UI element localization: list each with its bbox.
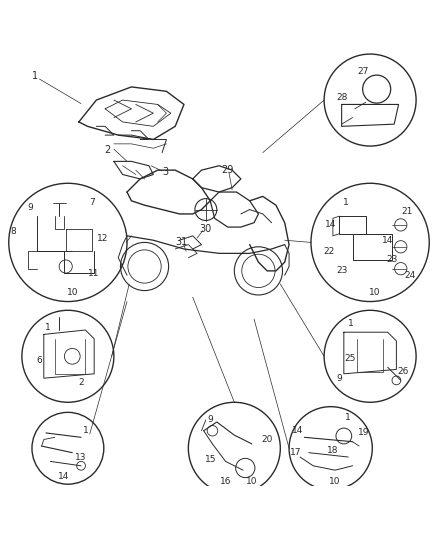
Text: 12: 12	[97, 233, 109, 243]
Text: 19: 19	[358, 429, 369, 438]
Text: 21: 21	[402, 207, 413, 216]
Text: 10: 10	[246, 477, 258, 486]
Text: 16: 16	[220, 477, 231, 486]
Text: 7: 7	[89, 198, 95, 207]
Text: 27: 27	[358, 67, 369, 76]
Text: 2: 2	[104, 146, 110, 156]
Text: 20: 20	[261, 435, 273, 444]
Text: 28: 28	[336, 93, 347, 102]
Text: 11: 11	[88, 269, 100, 278]
Text: 1: 1	[82, 426, 88, 435]
Text: 3: 3	[162, 167, 169, 177]
Text: 8: 8	[10, 227, 16, 236]
Text: 1: 1	[345, 413, 351, 422]
Text: 14: 14	[382, 236, 393, 245]
Text: 31: 31	[176, 237, 188, 247]
Text: 14: 14	[292, 426, 304, 435]
Text: 14: 14	[325, 220, 336, 229]
Text: 29: 29	[222, 165, 234, 175]
Text: 25: 25	[345, 354, 356, 363]
Text: 10: 10	[369, 288, 380, 297]
Text: 24: 24	[404, 271, 415, 280]
Text: 23: 23	[386, 255, 398, 264]
Text: 1: 1	[343, 198, 349, 207]
Text: 15: 15	[205, 455, 216, 464]
Text: 17: 17	[290, 448, 301, 457]
Text: 1: 1	[45, 324, 51, 332]
Text: 1: 1	[32, 71, 38, 81]
Text: 1: 1	[347, 319, 353, 328]
Text: 6: 6	[36, 356, 42, 365]
Text: 9: 9	[336, 374, 343, 383]
Text: 30: 30	[200, 224, 212, 235]
Text: 22: 22	[323, 247, 334, 256]
Text: 23: 23	[336, 266, 347, 276]
Text: 26: 26	[397, 367, 409, 376]
Text: 10: 10	[329, 477, 341, 486]
Text: 13: 13	[75, 453, 87, 462]
Text: 18: 18	[327, 446, 339, 455]
Text: 9: 9	[207, 415, 213, 424]
Text: 14: 14	[58, 472, 69, 481]
Text: 9: 9	[28, 203, 34, 212]
Text: 2: 2	[78, 378, 84, 387]
Text: 10: 10	[67, 288, 78, 297]
